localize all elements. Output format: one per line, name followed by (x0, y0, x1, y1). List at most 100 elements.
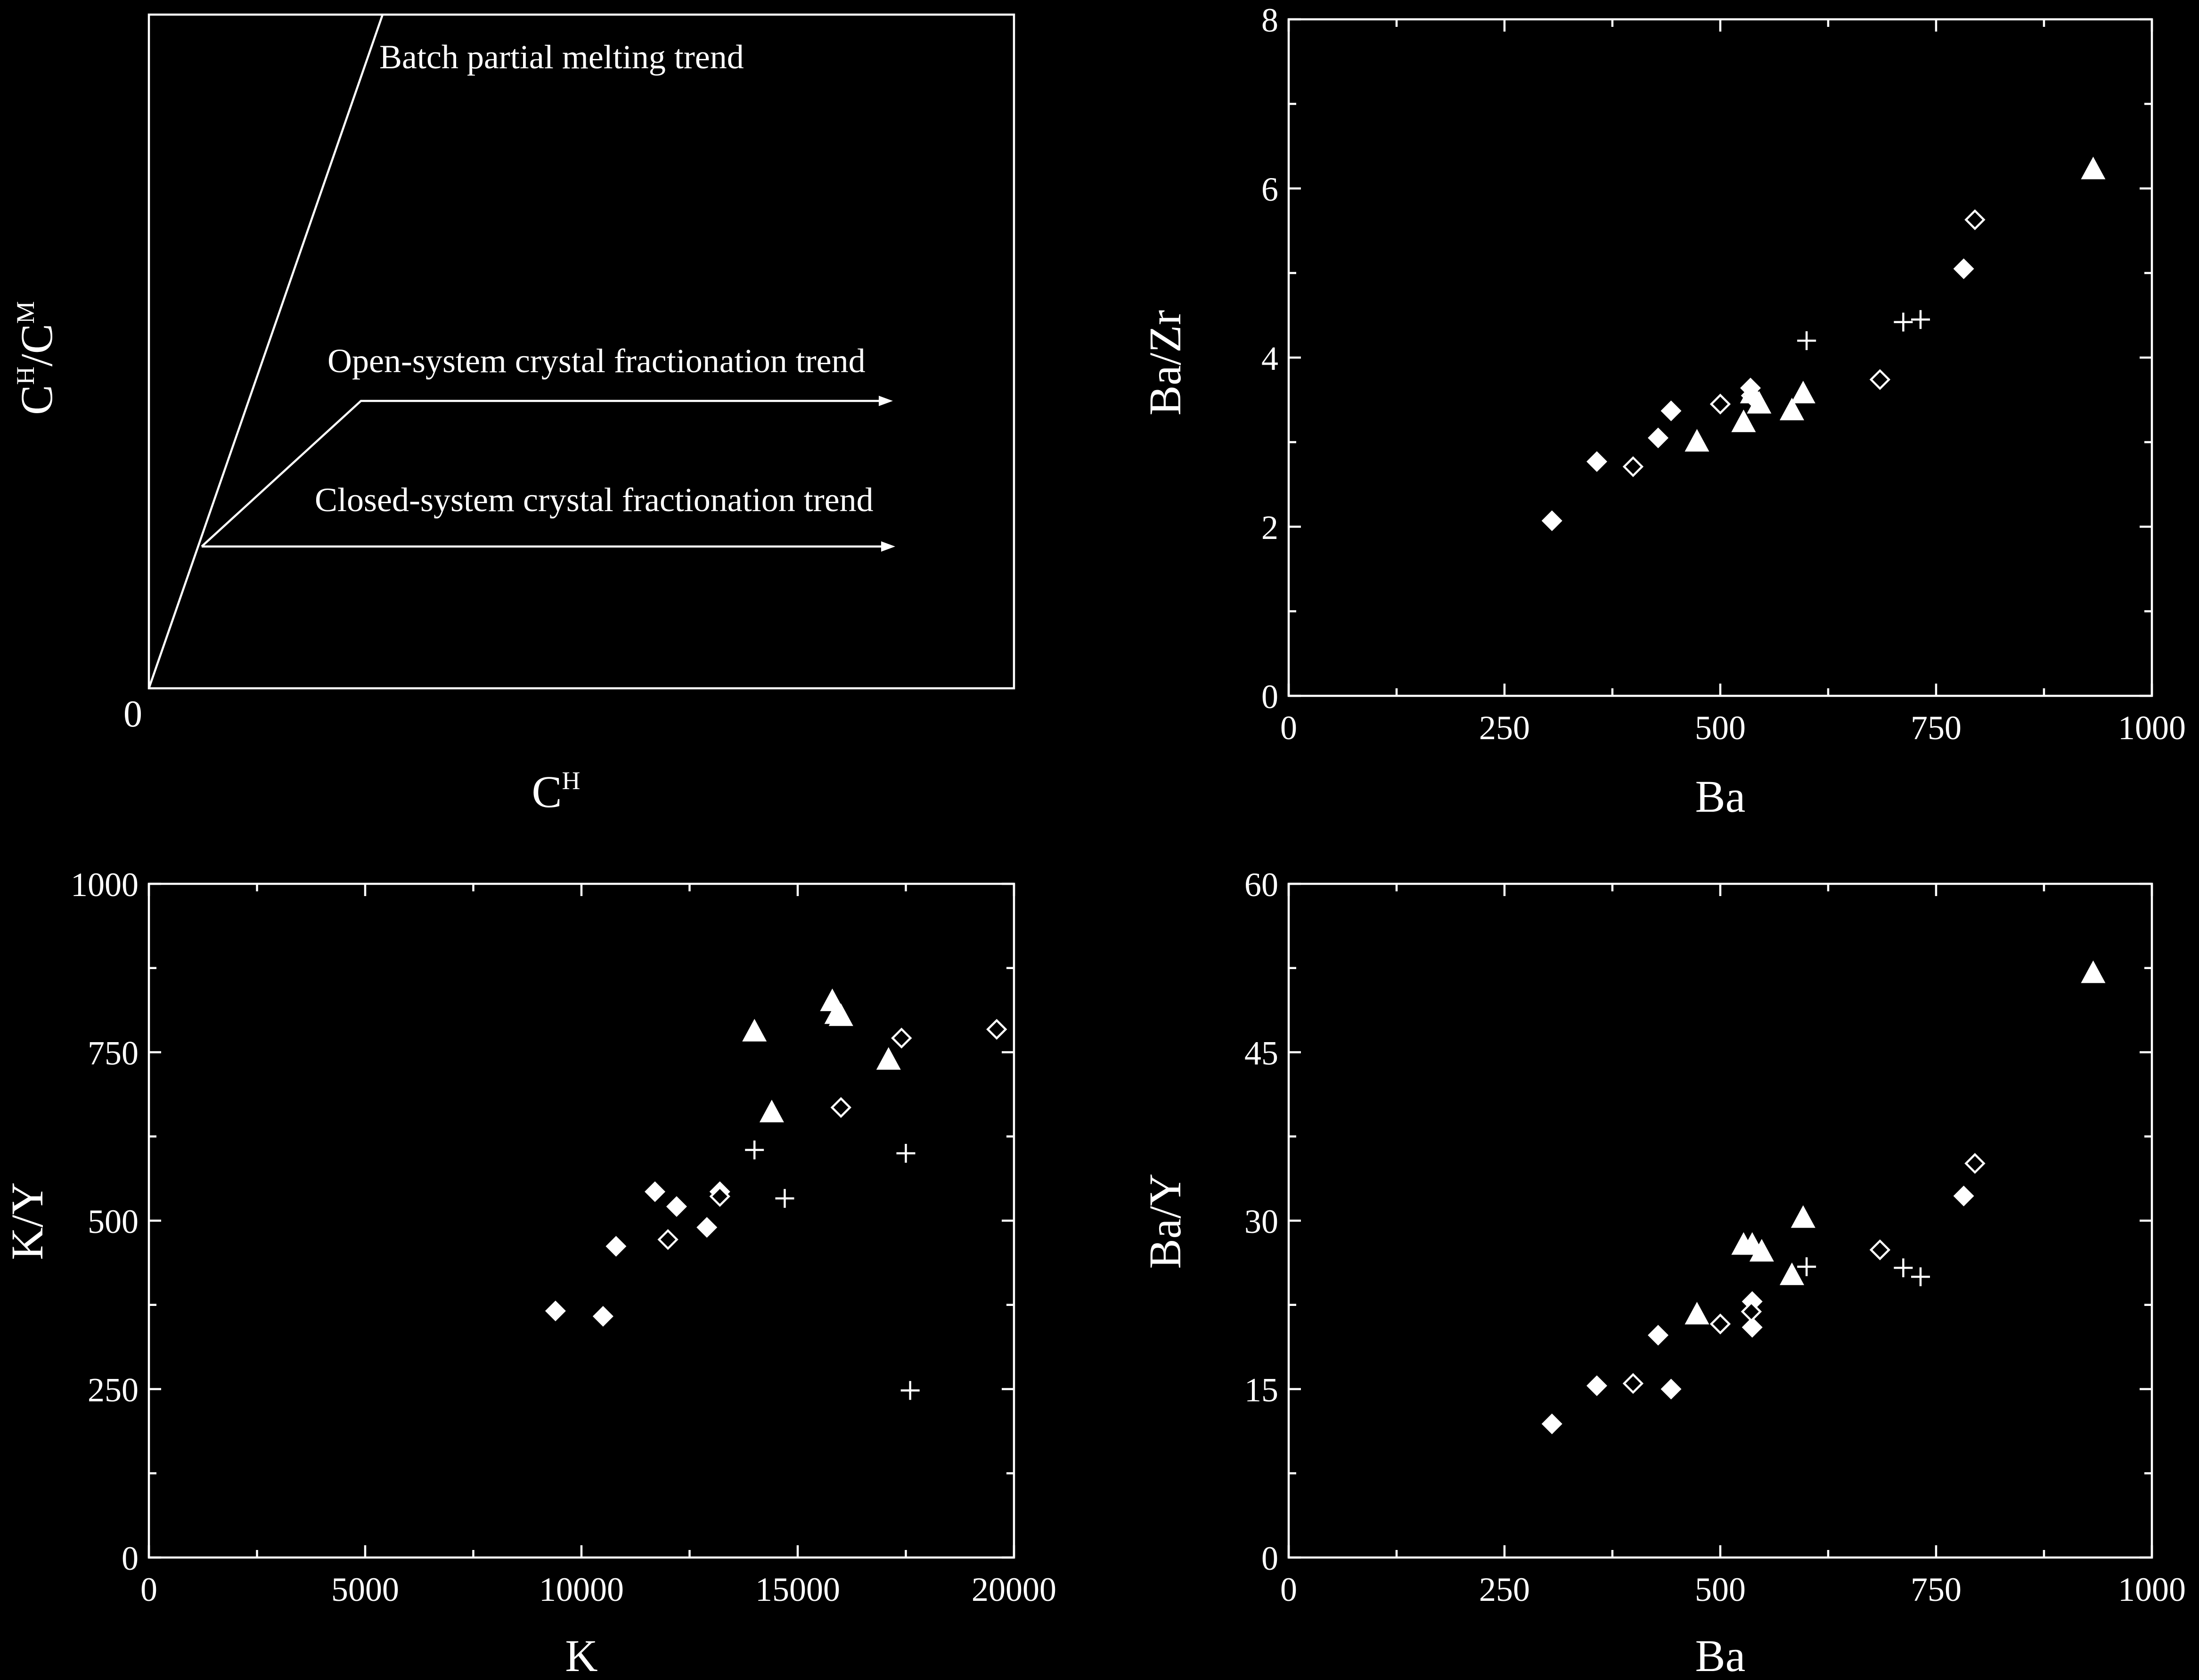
ba-zr-point-plus (1911, 310, 1930, 329)
diagram-origin-label: 0 (123, 693, 142, 735)
ba-zr-y-tick-label: 6 (1261, 171, 1278, 208)
ba-y-tick-labels: 0 250 500 750 1000 0 15 30 45 60 (1244, 866, 2186, 1608)
ba-zr-point-filled-triangle (2081, 156, 2106, 179)
ba-y-points (1541, 960, 2106, 1435)
ba-zr-x-tick-label: 250 (1479, 709, 1530, 747)
ba-zr-point-filled-diamond (1586, 451, 1608, 472)
ba-y-x-tick-label: 0 (1280, 1571, 1297, 1608)
ba-y-point-filled-diamond (1586, 1375, 1608, 1396)
panel-k-y: 0 5000 10000 15000 20000 0 250 500 750 1000 K K/Y (2, 866, 1056, 1680)
k-y-ticks (147, 882, 1015, 1559)
ba-y-point-filled-triangle (1684, 1302, 1709, 1325)
ba-zr-x-tick-label: 0 (1280, 709, 1297, 747)
k-y-point-plus (900, 1381, 920, 1400)
k-y-point-filled-diamond (605, 1236, 627, 1257)
ba-y-x-axis-label: Ba (1695, 1631, 1746, 1680)
ba-zr-point-filled-triangle (1731, 409, 1756, 432)
ba-y-x-tick-label: 250 (1479, 1571, 1530, 1608)
ba-y-point-filled-diamond (1953, 1185, 1974, 1207)
ba-zr-point-filled-triangle (1747, 391, 1772, 414)
open-system-label: Open-system crystal fractionation trend (327, 342, 866, 380)
ba-zr-point-filled-diamond (1953, 258, 1974, 279)
k-y-x-tick-label: 0 (140, 1571, 157, 1608)
ba-zr-point-plus (1894, 312, 1913, 332)
ba-y-ticks (1287, 882, 2153, 1559)
k-y-point-open-diamond (709, 1186, 730, 1207)
k-y-point-filled-diamond (645, 1181, 666, 1202)
ba-y-point-open-diamond (1622, 1373, 1644, 1394)
k-y-point-filled-diamond (592, 1306, 613, 1327)
open-system-arrowhead (879, 396, 893, 406)
ba-y-point-filled-diamond (1741, 1317, 1763, 1338)
ba-y-x-tick-label: 750 (1911, 1571, 1962, 1608)
diagram-x-axis-label: CH (531, 767, 580, 817)
ba-y-point-open-diamond (1741, 1301, 1762, 1322)
ba-y-point-open-diamond (1964, 1153, 1986, 1174)
ba-zr-ticks (1287, 18, 2153, 697)
diagram-y-axis-label: CH/CM (11, 301, 62, 415)
ba-y-y-tick-label: 0 (1261, 1540, 1278, 1577)
k-y-point-filled-diamond (666, 1196, 687, 1217)
ba-zr-y-tick-label: 8 (1261, 1, 1278, 39)
ba-zr-x-axis-label: Ba (1695, 771, 1746, 822)
ba-zr-x-tick-label: 500 (1695, 709, 1746, 747)
ba-zr-points (1541, 156, 2106, 531)
ba-zr-point-filled-diamond (1648, 427, 1669, 449)
k-y-point-open-diamond (830, 1097, 851, 1118)
ba-zr-point-open-diamond (1869, 369, 1891, 390)
closed-system-arrowhead (881, 541, 895, 552)
ba-y-y-tick-label: 15 (1244, 1371, 1278, 1409)
ba-zr-x-tick-label: 1000 (2118, 709, 2186, 747)
ba-y-y-tick-label: 60 (1244, 866, 1278, 904)
panel-ba-y: 0 250 500 750 1000 0 15 30 45 60 Ba Ba/Y (1140, 866, 2186, 1680)
k-y-point-plus (745, 1140, 764, 1159)
k-y-points (545, 988, 1007, 1400)
ba-y-x-tick-label: 500 (1695, 1571, 1746, 1608)
ba-y-point-open-diamond (1709, 1313, 1731, 1335)
k-y-point-plus (775, 1189, 794, 1208)
ba-y-point-filled-triangle (1790, 1205, 1815, 1228)
k-y-point-filled-triangle (742, 1019, 767, 1042)
ba-zr-point-filled-triangle (1790, 381, 1815, 404)
k-y-point-open-diamond (891, 1028, 912, 1049)
ba-zr-x-tick-label: 750 (1911, 709, 1962, 747)
ba-y-point-open-diamond (1869, 1239, 1891, 1261)
diagram-frame (147, 13, 1015, 690)
panel-ba-zr: 0 250 500 750 1000 0 2 4 6 8 Ba Ba/Zr (1140, 1, 2186, 822)
ba-zr-point-open-diamond (1622, 456, 1644, 477)
ba-y-point-filled-triangle (1780, 1262, 1805, 1285)
k-y-y-tick-label: 750 (88, 1035, 139, 1072)
k-y-point-open-diamond (657, 1229, 679, 1250)
ba-zr-point-filled-diamond (1541, 510, 1562, 531)
k-y-y-tick-label: 500 (88, 1203, 139, 1240)
k-y-tick-labels: 0 5000 10000 15000 20000 0 250 500 750 1000 (71, 866, 1056, 1608)
k-y-point-filled-triangle (828, 1003, 853, 1026)
ba-y-point-filled-triangle (1749, 1239, 1774, 1262)
ba-zr-point-filled-triangle (1780, 398, 1805, 421)
batch-melting-label: Batch partial melting trend (379, 38, 744, 76)
k-y-x-tick-label: 5000 (331, 1571, 399, 1608)
ba-y-y-axis-label: Ba/Y (1140, 1174, 1190, 1269)
ba-zr-tick-labels: 0 250 500 750 1000 0 2 4 6 8 (1261, 1, 2186, 747)
ba-y-y-tick-label: 45 (1244, 1035, 1278, 1072)
ba-zr-y-tick-label: 2 (1261, 509, 1278, 546)
k-y-point-filled-diamond (696, 1217, 718, 1238)
k-y-y-axis-label: K/Y (2, 1182, 52, 1260)
k-y-x-tick-label: 20000 (972, 1571, 1056, 1608)
ba-zr-y-tick-label: 0 (1261, 678, 1278, 716)
ba-y-point-filled-diamond (1648, 1325, 1669, 1346)
ba-y-point-plus (1797, 1257, 1816, 1276)
open-system-trend-line (201, 400, 881, 547)
batch-melting-line (147, 14, 384, 689)
k-y-x-axis-label: K (565, 1631, 597, 1680)
closed-system-label: Closed-system crystal fractionation tren… (315, 481, 874, 519)
ba-zr-y-tick-label: 4 (1261, 340, 1278, 377)
k-y-point-plus (896, 1144, 916, 1163)
ba-zr-y-axis-label: Ba/Zr (1140, 310, 1190, 416)
k-y-point-filled-diamond (545, 1300, 566, 1321)
ba-zr-point-filled-triangle (1684, 429, 1709, 452)
k-y-point-filled-triangle (876, 1047, 901, 1070)
ba-y-point-filled-triangle (2081, 960, 2106, 983)
